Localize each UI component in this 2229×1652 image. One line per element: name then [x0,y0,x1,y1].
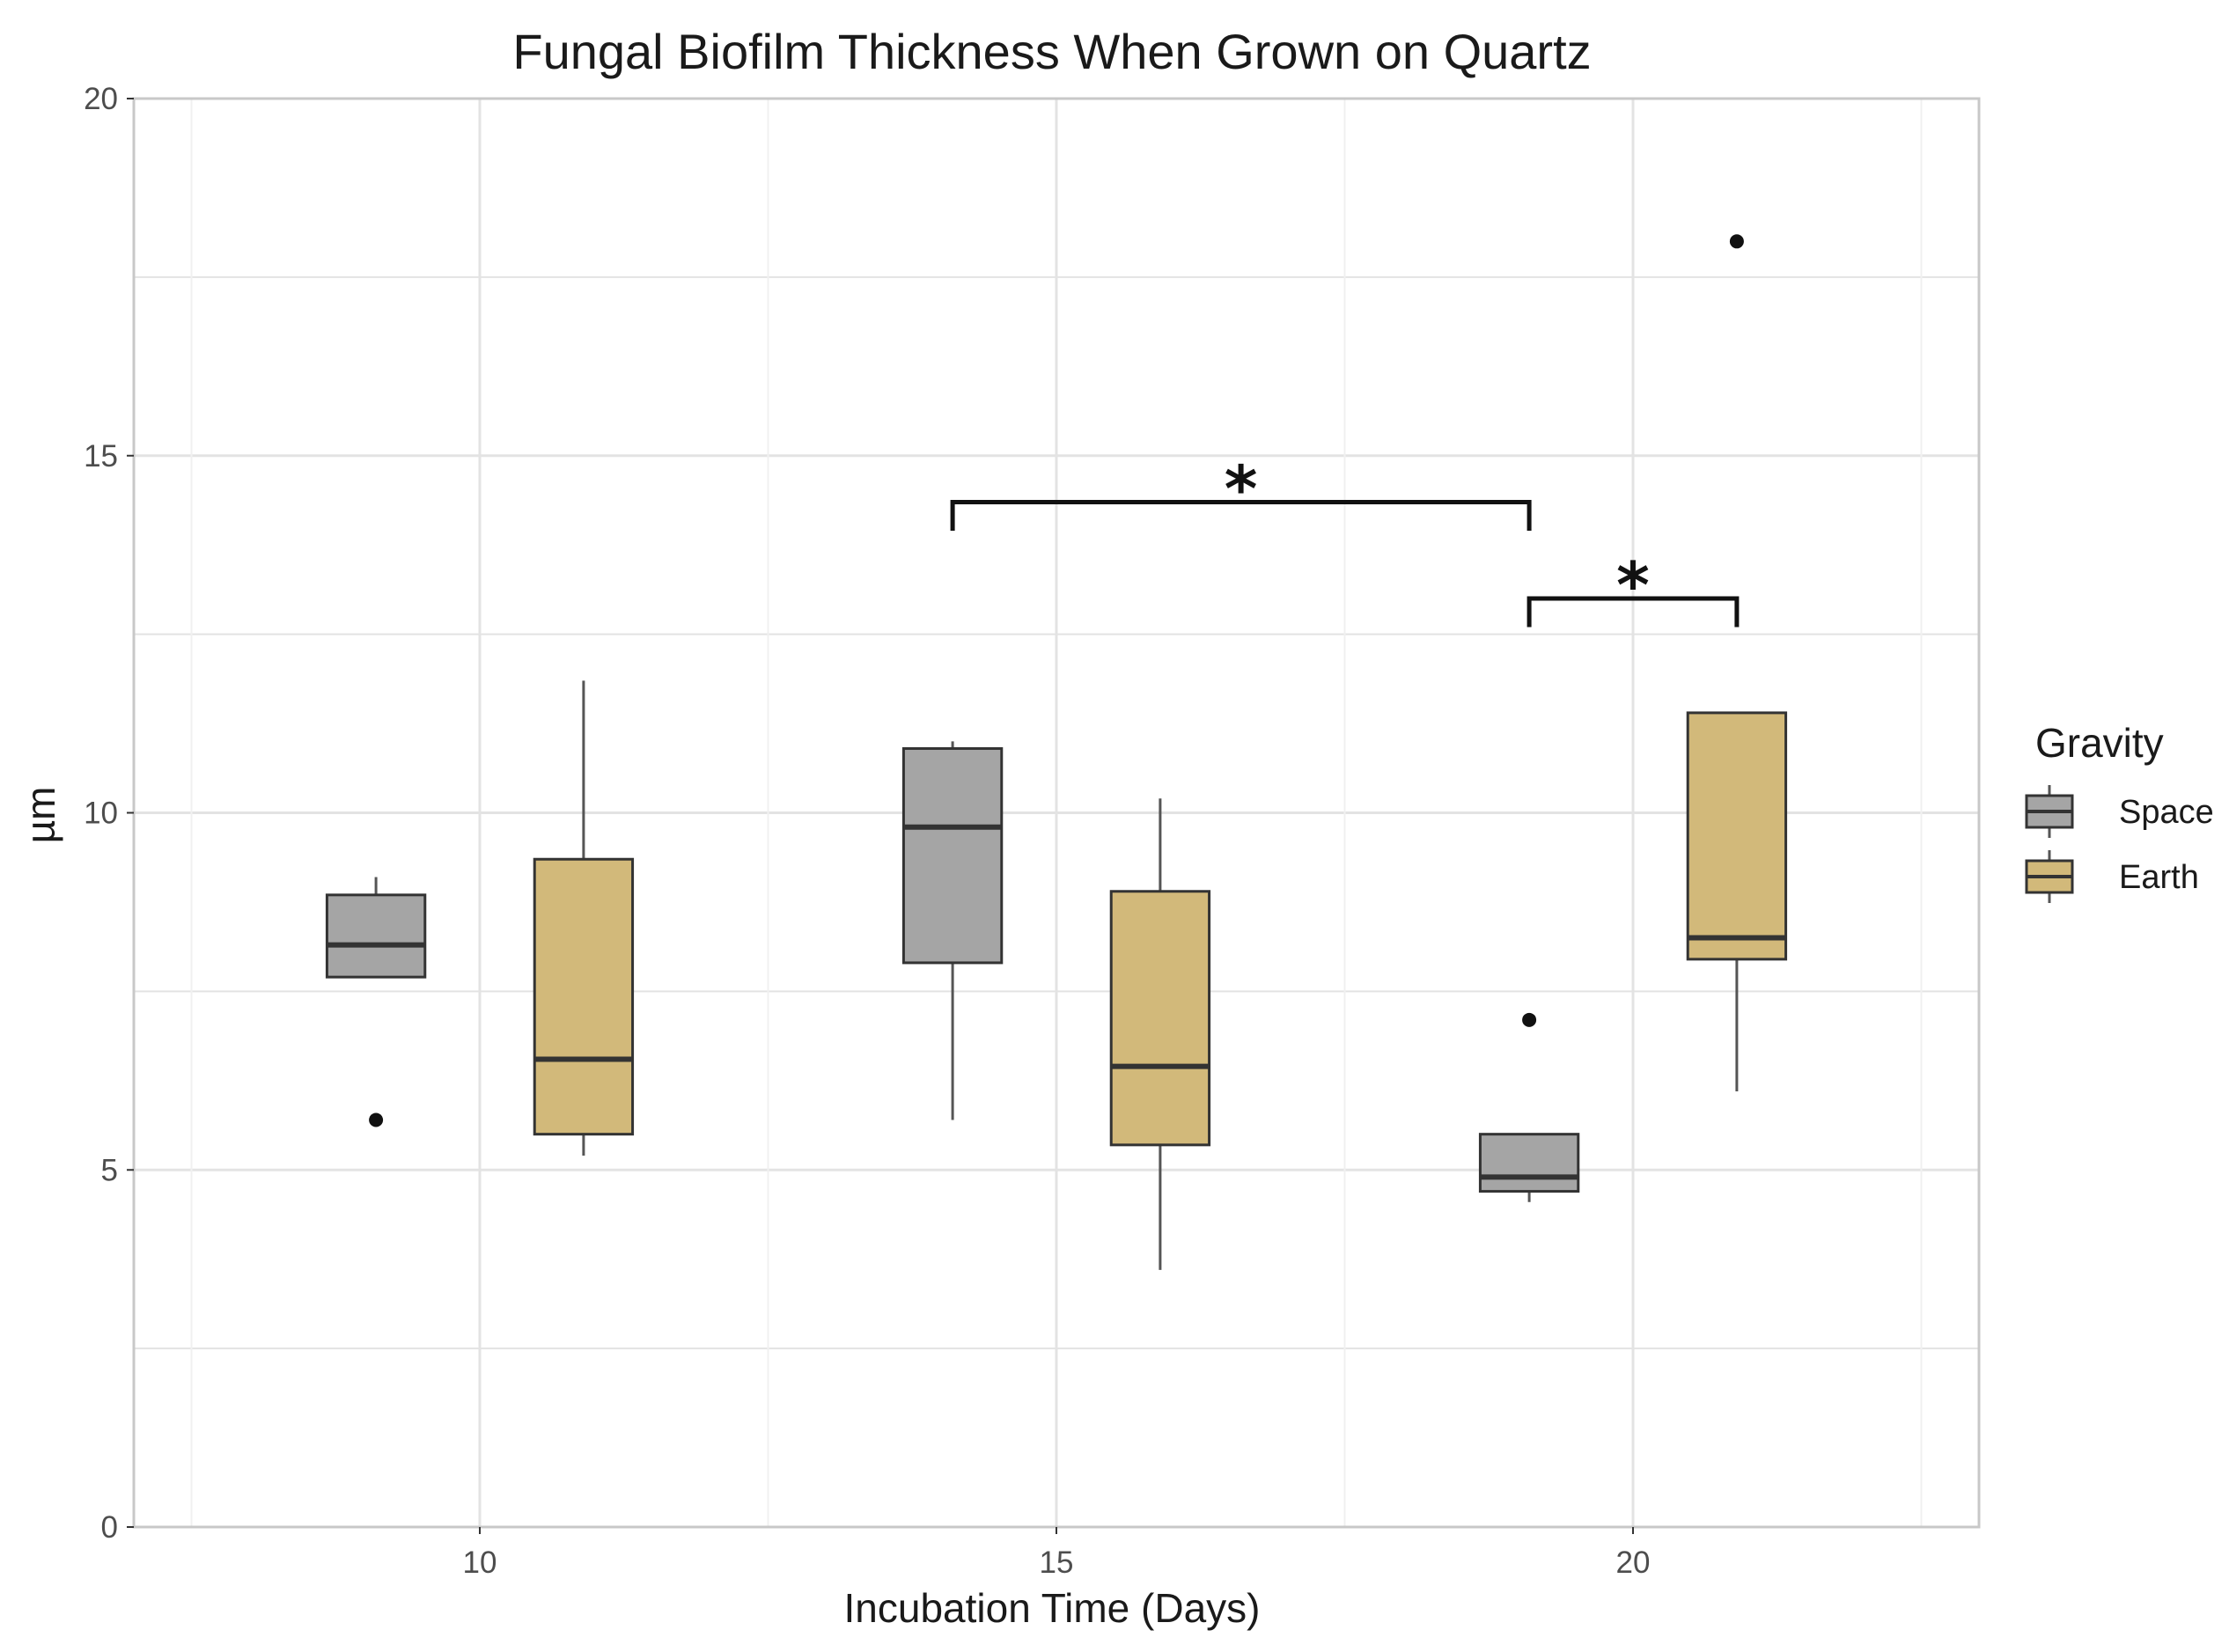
significance-bracket: * [1526,548,1740,628]
legend: Gravity Space Earth [2025,720,2214,903]
y-tick-label: 5 [101,1153,118,1187]
x-tick-label: 10 [463,1546,497,1580]
legend-items: Space Earth [2025,785,2214,903]
legend-title: Gravity [2035,720,2164,766]
axis-ticks: 0 5 10 15 20 10 15 20 [84,82,1650,1580]
y-tick-label: 15 [84,439,118,474]
x-tick-label: 15 [1040,1546,1074,1580]
box-space [901,741,1004,1120]
significance-star: * [1616,548,1650,622]
x-tick-label: 20 [1616,1546,1651,1580]
legend-item-earth: Earth [2025,850,2199,903]
significance-star: * [1225,452,1258,525]
box-iqr [533,857,635,1136]
box-earth [1686,234,1788,1091]
chart-title: Fungal Biofilm Thickness When Grown on Q… [512,24,1591,79]
box-space [1478,1012,1580,1202]
boxplots [325,234,1788,1270]
box-iqr [1478,1133,1580,1193]
significance-annotations: ** [950,452,1740,628]
x-axis-title: Incubation Time (Days) [844,1585,1261,1631]
legend-label: Earth [2119,859,2199,896]
outlier-point [1522,1012,1537,1027]
legend-label: Space [2119,794,2214,831]
grid [134,97,1979,1529]
box-earth [533,680,635,1156]
box-iqr [325,893,427,979]
significance-bracket: * [950,452,1532,531]
box-space [325,877,427,1127]
y-tick-label: 0 [101,1510,118,1545]
outlier-point [369,1112,384,1127]
outlier-point [1729,234,1744,249]
legend-item-space: Space [2025,785,2214,838]
y-tick-label: 20 [84,82,118,116]
box-iqr [1109,890,1211,1147]
box-earth [1109,798,1211,1270]
bracket-line [950,499,1532,531]
box-iqr [1686,711,1788,961]
box-iqr [901,746,1004,965]
y-axis-title: µm [18,787,63,844]
y-tick-label: 10 [84,797,118,831]
bracket-line [1526,596,1740,628]
